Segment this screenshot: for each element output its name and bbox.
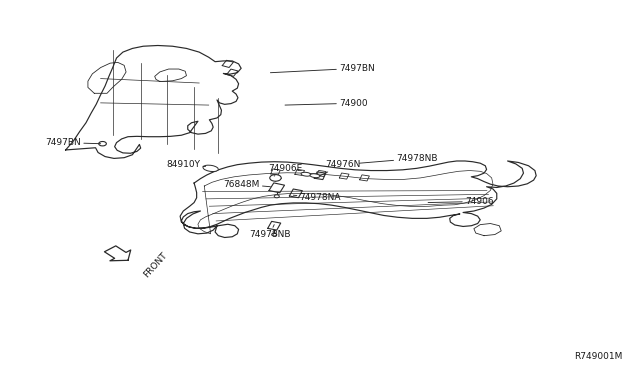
Circle shape bbox=[99, 141, 106, 146]
Circle shape bbox=[271, 233, 276, 236]
Circle shape bbox=[274, 195, 279, 198]
Ellipse shape bbox=[310, 174, 320, 178]
Text: 84910Y: 84910Y bbox=[166, 160, 205, 169]
Text: 74900: 74900 bbox=[285, 99, 368, 108]
Text: 74976N: 74976N bbox=[320, 160, 360, 176]
Text: 7497BN: 7497BN bbox=[45, 138, 100, 147]
Text: 76848M: 76848M bbox=[223, 180, 271, 189]
Ellipse shape bbox=[203, 165, 218, 171]
Text: 74906: 74906 bbox=[428, 197, 493, 206]
Ellipse shape bbox=[301, 172, 311, 176]
Text: 74906E: 74906E bbox=[268, 164, 302, 176]
Text: 74978NB: 74978NB bbox=[360, 154, 438, 163]
Text: 7497BN: 7497BN bbox=[271, 64, 375, 73]
Text: FRONT: FRONT bbox=[142, 250, 169, 279]
Circle shape bbox=[270, 174, 281, 181]
Text: 74978NA: 74978NA bbox=[293, 193, 341, 202]
Text: 74978NB: 74978NB bbox=[249, 225, 291, 239]
Text: R749001M: R749001M bbox=[573, 352, 622, 361]
